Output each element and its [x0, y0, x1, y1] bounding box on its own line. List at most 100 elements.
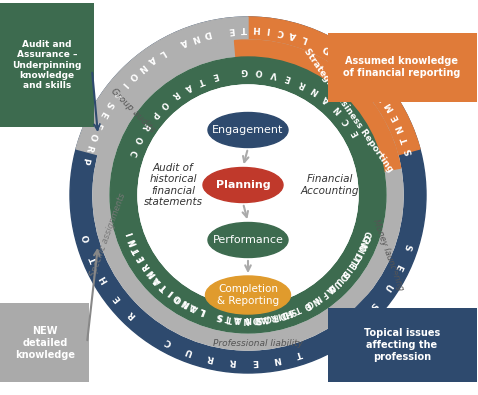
Text: P: P	[377, 91, 388, 102]
Text: Financial
Accounting: Financial Accounting	[301, 174, 359, 196]
Text: E: E	[136, 254, 147, 263]
Text: S: S	[217, 311, 224, 321]
Text: D: D	[280, 308, 289, 319]
Text: NEW
detailed
knowledge: NEW detailed knowledge	[15, 326, 75, 359]
Text: N: N	[181, 297, 191, 308]
Text: C: C	[126, 148, 137, 157]
Text: E: E	[228, 24, 235, 34]
Text: Audit and
Assurance –
Underpinning
knowledge
and skills: Audit and Assurance – Underpinning knowl…	[12, 40, 82, 90]
FancyBboxPatch shape	[0, 303, 89, 382]
FancyBboxPatch shape	[328, 308, 477, 382]
Text: I: I	[125, 231, 135, 236]
Text: C: C	[342, 115, 353, 126]
Text: I: I	[336, 329, 343, 339]
Text: R: R	[139, 121, 151, 132]
Text: E: E	[251, 357, 258, 366]
Text: S: S	[110, 88, 121, 99]
Circle shape	[70, 17, 426, 373]
Text: I: I	[345, 262, 354, 270]
Circle shape	[138, 85, 358, 305]
Text: E: E	[97, 109, 108, 119]
Text: U: U	[184, 345, 194, 356]
Text: S: S	[289, 305, 297, 316]
Circle shape	[93, 40, 403, 350]
Text: C: C	[163, 336, 174, 347]
Text: A: A	[190, 302, 199, 312]
Text: P: P	[148, 109, 159, 120]
Text: T: T	[89, 255, 100, 264]
Text: N: N	[312, 292, 322, 303]
Text: E: E	[302, 299, 311, 309]
Text: I: I	[276, 310, 281, 320]
Text: E: E	[390, 113, 401, 122]
Text: A: A	[261, 313, 267, 323]
Text: U: U	[330, 277, 341, 288]
Text: V: V	[342, 56, 353, 67]
Text: A: A	[179, 36, 189, 47]
Text: I: I	[125, 231, 135, 236]
FancyBboxPatch shape	[0, 3, 94, 127]
Text: D: D	[321, 43, 332, 54]
Text: Group audits: Group audits	[109, 86, 157, 134]
Circle shape	[138, 85, 358, 305]
Text: F: F	[319, 288, 328, 299]
Text: A: A	[236, 314, 242, 324]
Text: A: A	[146, 54, 157, 65]
Text: C: C	[359, 233, 369, 242]
Text: N: N	[182, 297, 192, 308]
Text: E: E	[346, 260, 356, 269]
Text: O: O	[355, 242, 366, 252]
Text: T: T	[348, 257, 358, 266]
Text: R: R	[141, 261, 152, 271]
Text: N: N	[146, 267, 157, 278]
Circle shape	[93, 40, 403, 350]
Text: L: L	[199, 306, 207, 316]
Ellipse shape	[206, 276, 291, 314]
Text: Specific assignments: Specific assignments	[88, 192, 127, 278]
Text: S: S	[256, 314, 262, 323]
Text: O: O	[87, 132, 98, 142]
Text: O: O	[132, 134, 143, 144]
Text: E: E	[211, 70, 219, 81]
Text: A: A	[324, 284, 334, 294]
Text: S: S	[215, 310, 223, 321]
Text: R: R	[127, 309, 138, 320]
Text: O: O	[326, 281, 337, 292]
Text: R: R	[269, 312, 277, 322]
Text: G: G	[359, 233, 370, 242]
Text: T: T	[159, 281, 169, 291]
Text: O: O	[255, 67, 263, 76]
Text: E: E	[352, 64, 362, 75]
Text: S: S	[286, 307, 294, 317]
Text: O: O	[158, 98, 170, 109]
Text: T: T	[349, 254, 360, 263]
Text: N: N	[128, 237, 139, 246]
Text: R: R	[297, 78, 307, 89]
Text: S: S	[340, 267, 350, 277]
Text: O: O	[369, 81, 380, 93]
Text: D: D	[338, 268, 349, 278]
Text: I: I	[343, 265, 352, 273]
Text: D: D	[202, 28, 212, 39]
Ellipse shape	[208, 113, 288, 147]
Text: N: N	[309, 85, 320, 96]
Text: N: N	[128, 237, 139, 246]
Text: D: D	[351, 251, 362, 261]
Text: O: O	[173, 292, 183, 303]
Text: A: A	[183, 81, 193, 92]
Text: A: A	[189, 301, 198, 312]
Text: L: L	[157, 47, 166, 58]
Text: I: I	[120, 80, 128, 88]
Text: L: L	[361, 73, 371, 83]
Text: N: N	[358, 237, 368, 246]
Text: R: R	[170, 89, 181, 100]
Text: N: N	[242, 314, 249, 324]
Circle shape	[110, 57, 386, 333]
Text: O: O	[174, 292, 184, 303]
Text: A: A	[263, 313, 270, 323]
Text: G: G	[241, 66, 248, 75]
Text: S: S	[352, 315, 363, 326]
Text: A: A	[322, 94, 332, 105]
Text: I: I	[266, 25, 271, 34]
Ellipse shape	[208, 222, 288, 258]
